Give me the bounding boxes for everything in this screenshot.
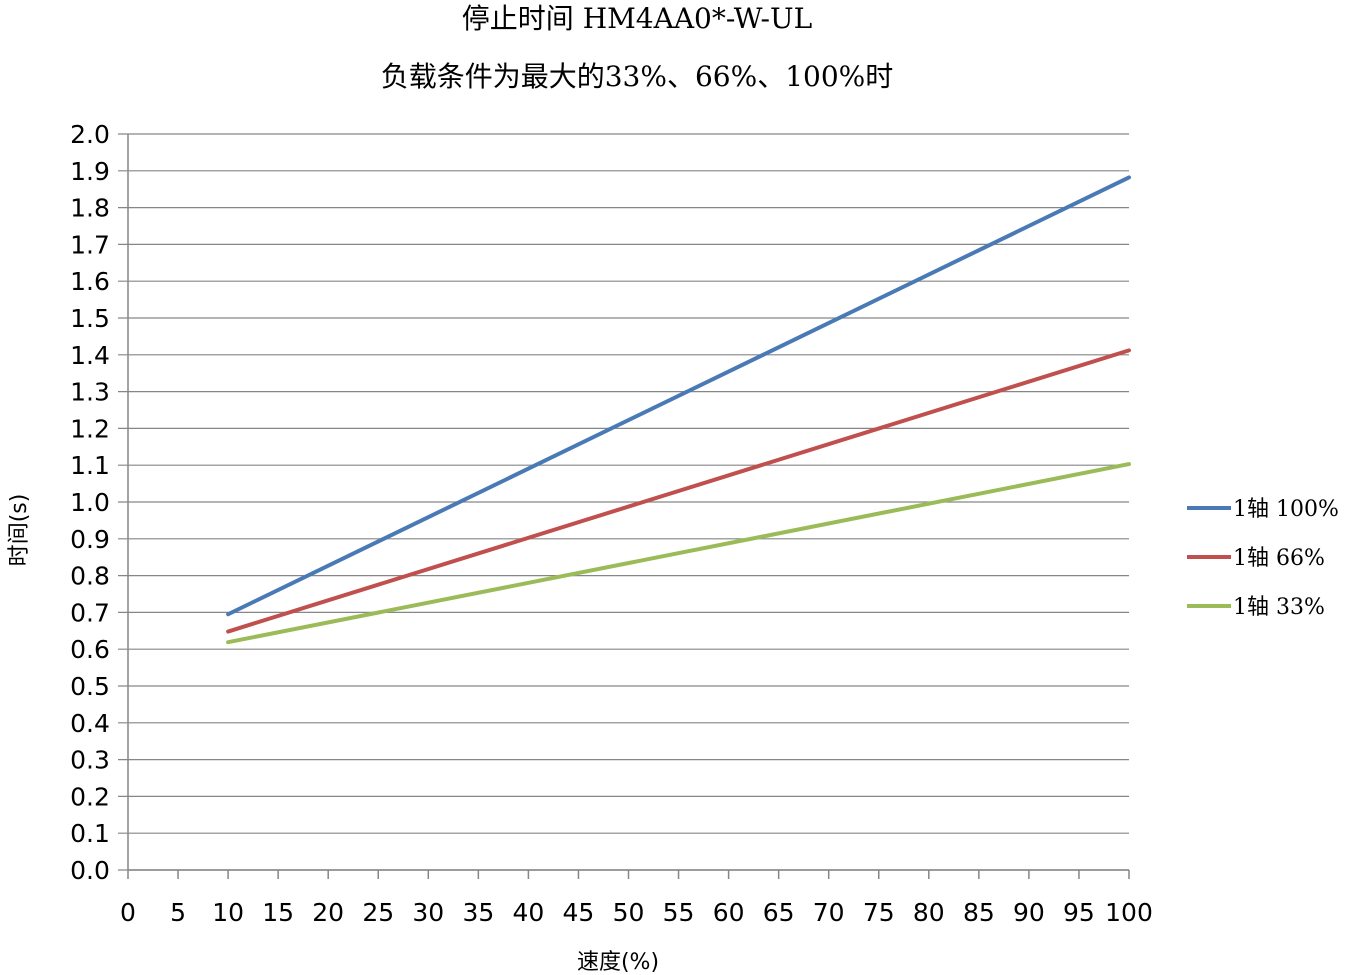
y-tick-label: 1.1 [70, 451, 110, 480]
x-tick-label: 0 [120, 898, 136, 927]
x-tick-label: 25 [362, 898, 394, 927]
legend-label: 1轴 33% [1233, 595, 1325, 620]
chart-title: 停止时间 HM4AA0*-W-UL [462, 2, 812, 35]
y-tick-label: 1.0 [70, 488, 110, 517]
x-tick-label: 50 [613, 898, 645, 927]
y-tick-label: 0.8 [70, 562, 110, 591]
x-tick-label: 85 [963, 898, 995, 927]
y-tick-label: 0.6 [70, 635, 110, 664]
chart-subtitle: 负载条件为最大的33%、66%、100%时 [381, 60, 894, 93]
series-line [226, 462, 1131, 645]
x-tick-label: 20 [312, 898, 344, 927]
y-tick-label: 0.0 [70, 856, 110, 885]
x-tick-label: 70 [813, 898, 845, 927]
y-axis-label: 时间(s) [7, 494, 32, 567]
series-lines [226, 175, 1131, 645]
y-tick-label: 0.5 [70, 672, 110, 701]
y-tick-label: 0.2 [70, 782, 110, 811]
y-tick-label: 0.9 [70, 525, 110, 554]
series-line [226, 175, 1131, 617]
y-tick-label: 1.7 [70, 230, 110, 259]
y-tick-label: 0.3 [70, 746, 110, 775]
x-tick-label: 30 [412, 898, 444, 927]
y-tick-label: 1.3 [70, 378, 110, 407]
y-tick-label: 1.4 [70, 341, 110, 370]
y-tick-label: 1.8 [70, 194, 110, 223]
x-axis-label: 速度(%) [577, 950, 659, 975]
x-tick-label: 10 [212, 898, 244, 927]
legend: 1轴 100% 1轴 66% 1轴 33% [1187, 497, 1339, 620]
x-tick-label: 15 [262, 898, 294, 927]
y-tick-label: 1.2 [70, 414, 110, 443]
x-tick-label: 80 [913, 898, 945, 927]
x-tick-label: 65 [763, 898, 795, 927]
x-tick-label: 40 [512, 898, 544, 927]
x-tick-label: 100 [1105, 898, 1153, 927]
x-tick-label: 55 [663, 898, 695, 927]
x-tick-label: 35 [462, 898, 494, 927]
y-tick-label: 1.5 [70, 304, 110, 333]
y-tick-label: 0.1 [70, 819, 110, 848]
legend-label: 1轴 100% [1233, 497, 1339, 522]
y-tick-label: 0.7 [70, 598, 110, 627]
x-tick-label: 75 [863, 898, 895, 927]
legend-label: 1轴 66% [1233, 546, 1325, 571]
grid-lines [118, 133, 1129, 871]
x-tick-label: 5 [170, 898, 186, 927]
y-tick-label: 1.9 [70, 157, 110, 186]
x-tick-label: 90 [1013, 898, 1045, 927]
axes [127, 134, 1130, 879]
y-tick-label: 0.4 [70, 709, 110, 738]
y-tick-labels: 0.0 0.1 0.2 0.3 0.4 0.5 0.6 0.7 0.8 0.9 1.0 1.1 1.2 1… [70, 120, 110, 885]
x-tick-label: 60 [713, 898, 745, 927]
y-tick-label: 2.0 [70, 120, 110, 149]
series-line [226, 348, 1131, 634]
x-tick-labels: 0 5 10 15 20 25 30 35 40 45 50 55 60 65 70 75 80 85 90 95 10… [120, 898, 1153, 927]
y-tick-label: 1.6 [70, 267, 110, 296]
x-tick-label: 45 [563, 898, 595, 927]
x-tick-label: 95 [1063, 898, 1095, 927]
